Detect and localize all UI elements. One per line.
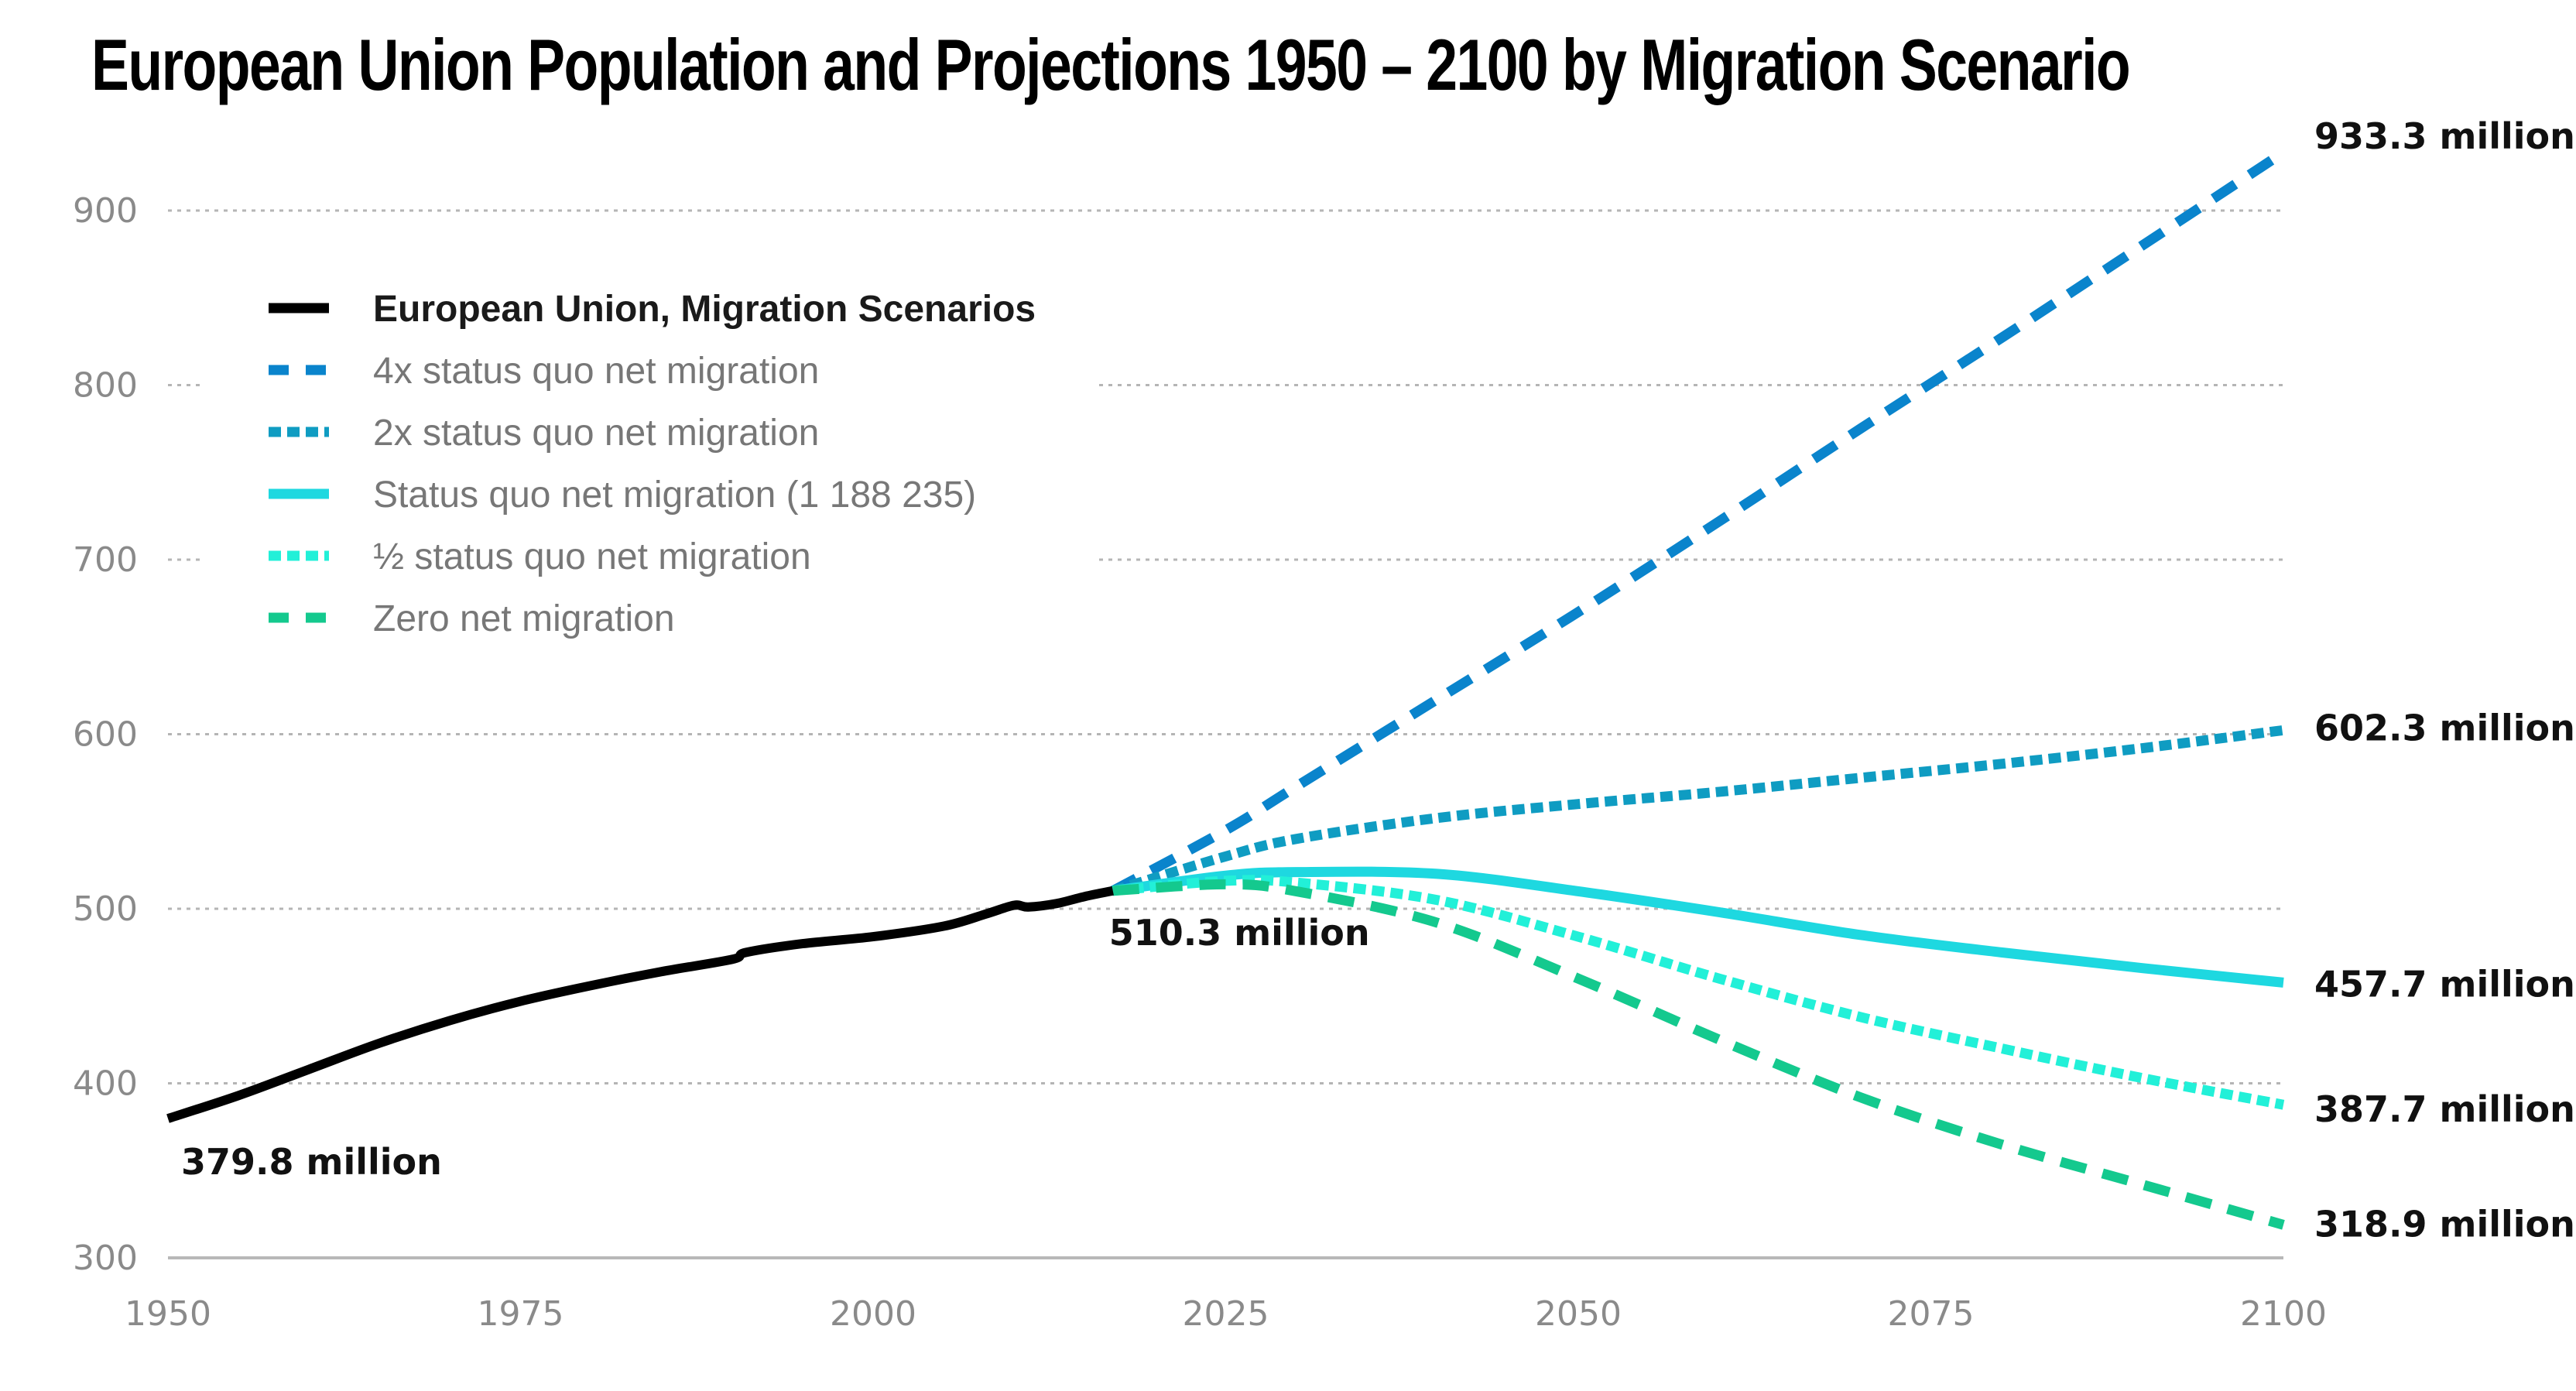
- y-tick-label: 400: [73, 1064, 138, 1104]
- x-tick-label: 2025: [1183, 1294, 1269, 1334]
- series-line-zero-net-migration: [1112, 879, 2285, 1230]
- legend-item-european-union-migration-scenarios[interactable]: European Union, Migration Scenarios: [269, 289, 1036, 330]
- x-tick-label: 2075: [1888, 1294, 1975, 1334]
- y-axis: 300 400 500 600 700 800 900: [73, 191, 138, 1278]
- value-annotation: 602.3 million: [2314, 707, 2575, 749]
- legend-item-status-quo-net-migration-1-188-235[interactable]: Status quo net migration (1 188 235): [269, 475, 976, 516]
- legend-label: 2x status quo net migration: [373, 413, 819, 454]
- series-line-4x-status-quo-net-migration: [1110, 148, 2287, 896]
- legend-label: Zero net migration: [373, 598, 675, 639]
- value-annotation: 510.3 million: [1109, 912, 1370, 954]
- legend: European Union, Migration Scenarios 4x st…: [269, 289, 1036, 639]
- legend-item-2x-status-quo-net-migration[interactable]: 2x status quo net migration: [269, 413, 819, 454]
- chart-title: European Union Population and Projection…: [91, 24, 2131, 105]
- series-line-status-quo-net-migration: [1112, 875, 2285, 1110]
- legend-label: ½ status quo net migration: [373, 536, 811, 577]
- value-annotation: 379.8 million: [181, 1141, 442, 1183]
- x-tick-label: 1975: [478, 1294, 564, 1334]
- legend-item-4x-status-quo-net-migration[interactable]: 4x status quo net migration: [269, 351, 819, 392]
- x-tick-label: 2050: [1535, 1294, 1622, 1334]
- series-line-2x-status-quo-net-migration: [1111, 725, 2284, 896]
- legend-label: Status quo net migration (1 188 235): [373, 475, 976, 516]
- series-line-european-union-migration-scenarios: [166, 886, 1114, 1123]
- legend-item-status-quo-net-migration[interactable]: ½ status quo net migration: [269, 536, 811, 577]
- x-tick-label: 2000: [830, 1294, 916, 1334]
- y-tick-label: 900: [73, 191, 138, 231]
- y-tick-label: 300: [73, 1239, 138, 1278]
- legend-item-zero-net-migration[interactable]: Zero net migration: [269, 598, 675, 639]
- legend-label: European Union, Migration Scenarios: [373, 289, 1036, 330]
- value-annotation: 387.7 million: [2314, 1088, 2575, 1130]
- x-tick-label: 1950: [125, 1294, 211, 1334]
- value-annotation: 933.3 million: [2314, 115, 2575, 157]
- series-group: [166, 148, 2287, 1230]
- x-axis: 1950 1975 2000 2025 2050 2075 2100: [125, 1294, 2327, 1334]
- y-tick-label: 700: [73, 540, 138, 580]
- y-tick-label: 600: [73, 715, 138, 755]
- value-annotation: 318.9 million: [2314, 1203, 2575, 1245]
- y-tick-label: 800: [73, 366, 138, 406]
- y-tick-label: 500: [73, 889, 138, 929]
- annotations: 379.8 million 510.3 million 933.3 million 6…: [181, 115, 2575, 1245]
- value-annotation: 457.7 million: [2314, 963, 2575, 1005]
- legend-label: 4x status quo net migration: [373, 351, 819, 392]
- x-tick-label: 2100: [2240, 1294, 2327, 1334]
- gridlines: [168, 209, 2283, 1259]
- series-line-status-quo-net-migration-1-188-235: [1112, 866, 2284, 988]
